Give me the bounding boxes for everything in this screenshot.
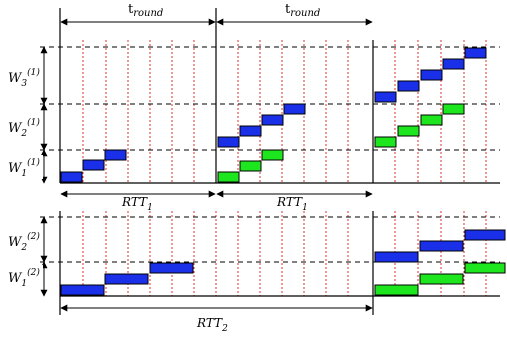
packet-block bbox=[60, 171, 83, 183]
packet-block bbox=[239, 160, 262, 172]
rtt1-label-a: RTT1 bbox=[121, 195, 153, 213]
packet-block bbox=[261, 114, 284, 126]
packet-block bbox=[283, 103, 306, 115]
packet-block bbox=[374, 91, 397, 103]
rtt1-label-b: RTT1 bbox=[276, 195, 308, 213]
packet-block bbox=[217, 136, 240, 148]
packet-block bbox=[464, 262, 506, 274]
packet-block bbox=[261, 149, 284, 161]
packet-block bbox=[104, 273, 149, 285]
packet-block bbox=[420, 69, 443, 81]
packet-block bbox=[419, 240, 464, 252]
packet-block bbox=[374, 136, 397, 148]
t-round-label-1: tround bbox=[128, 2, 163, 19]
packet-block bbox=[420, 114, 443, 126]
w1-2-label: W1(2) bbox=[8, 267, 40, 289]
rtt2-label: RTT2 bbox=[196, 316, 228, 334]
packet-block bbox=[419, 273, 464, 285]
top-packets-green bbox=[217, 103, 465, 183]
packet-block bbox=[104, 149, 127, 161]
packet-block bbox=[442, 58, 465, 70]
packet-block bbox=[464, 47, 487, 59]
packet-block bbox=[464, 229, 506, 241]
packet-block bbox=[149, 262, 194, 274]
packet-block bbox=[397, 125, 420, 137]
packet-block bbox=[217, 171, 240, 183]
bottom-packets-blue bbox=[60, 229, 506, 296]
w1-label: W1(1) bbox=[8, 157, 40, 179]
packet-block bbox=[82, 159, 105, 171]
packet-block bbox=[374, 251, 419, 263]
rtt-arrows bbox=[60, 190, 373, 312]
bottom-packets-green bbox=[374, 262, 506, 296]
packet-block bbox=[397, 80, 420, 92]
top-packets-blue bbox=[60, 47, 487, 183]
w2-2-label: W2(2) bbox=[8, 231, 40, 253]
w3-label: W3(1) bbox=[8, 67, 40, 89]
packet-block bbox=[60, 284, 105, 296]
t-round-label-2: tround bbox=[285, 2, 320, 19]
packet-block bbox=[374, 284, 419, 296]
w2-label: W2(1) bbox=[8, 117, 40, 139]
axes bbox=[59, 8, 500, 315]
packet-block bbox=[239, 125, 262, 137]
packet-block bbox=[442, 103, 465, 115]
